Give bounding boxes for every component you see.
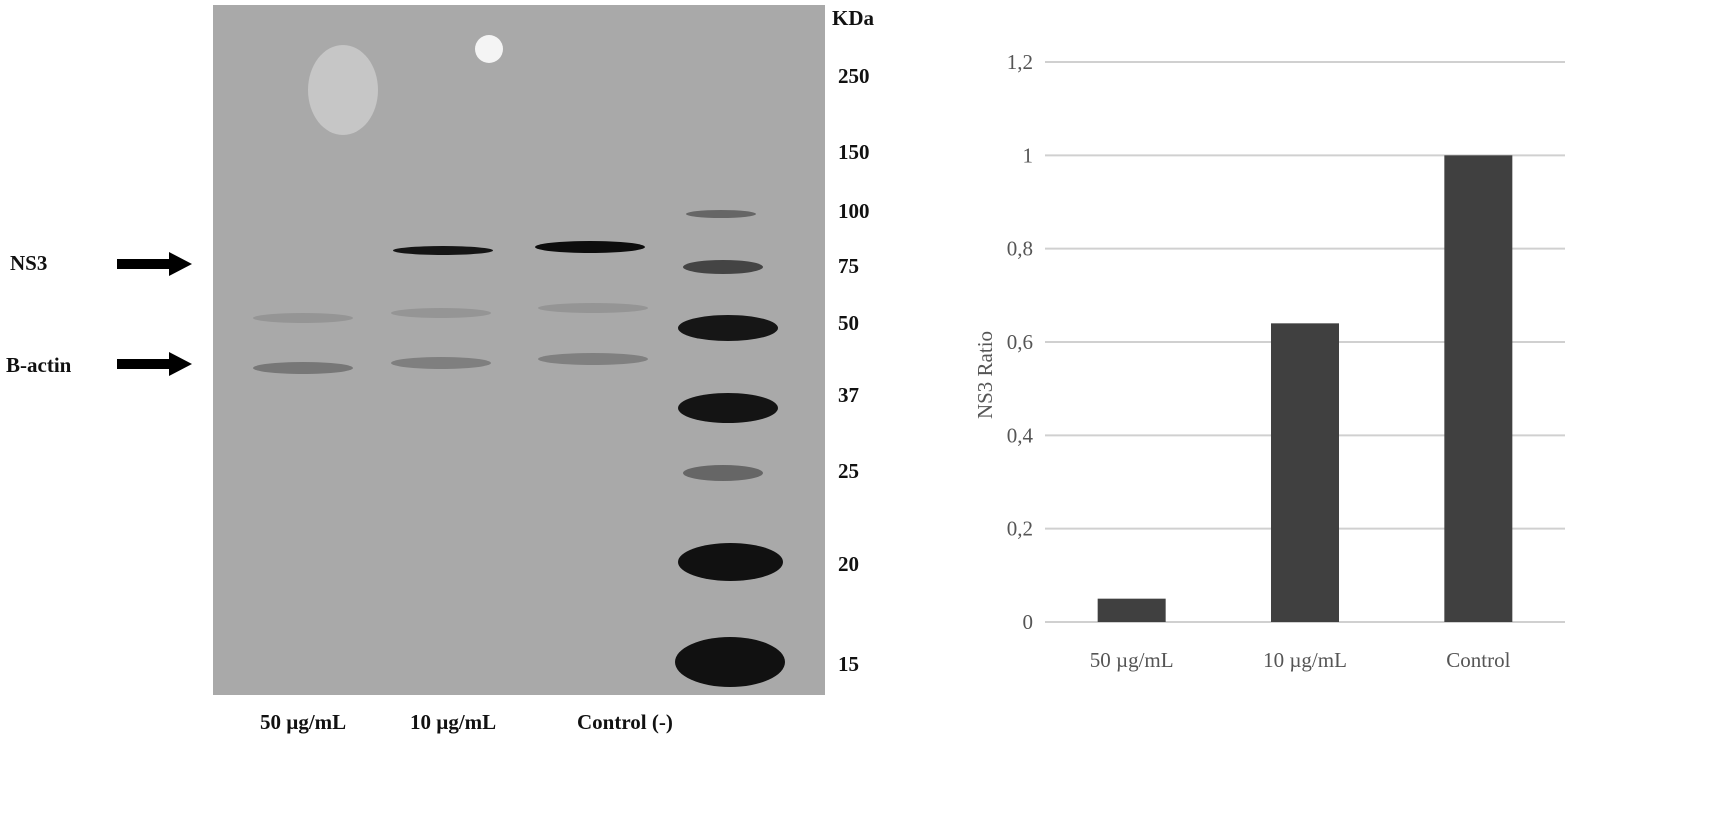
marker-20: 20	[838, 552, 859, 576]
spot	[475, 35, 503, 63]
ns3-label: NS3	[10, 251, 48, 275]
y-tick-label: 0,8	[1007, 237, 1033, 261]
b-actin-label: B-actin	[6, 353, 72, 377]
ladder-band	[678, 543, 783, 581]
ns3-ratio-bar-chart: 0 0,2 0,4 0,6 0,8 1 1,2 50 µg/mL 10 µg/mL Contro…	[973, 50, 1565, 672]
lane-label-50: 50 µg/mL	[260, 710, 347, 734]
smear	[308, 45, 378, 135]
y-tick-label: 0	[1023, 610, 1034, 634]
x-category-label: 50 µg/mL	[1090, 648, 1174, 672]
marker-150: 150	[838, 140, 870, 164]
ns3-band-lane-2	[393, 246, 493, 255]
kda-label: KDa	[832, 6, 874, 30]
ladder-band	[675, 637, 785, 687]
marker-15: 15	[838, 652, 859, 676]
y-tick-label: 1	[1023, 143, 1034, 167]
y-axis-label: NS3 Ratio	[973, 331, 997, 419]
bar	[1271, 323, 1339, 622]
actin-band-lane-3	[538, 353, 648, 365]
marker-100: 100	[838, 199, 870, 223]
x-category-label: Control	[1446, 648, 1510, 672]
arrow-right-icon	[117, 252, 192, 276]
lane-label-control: Control (-)	[577, 710, 673, 734]
faint-band	[391, 308, 491, 318]
actin-band-lane-1	[253, 362, 353, 374]
y-tick-label: 0,2	[1007, 517, 1033, 541]
y-tick-label: 0,4	[1007, 423, 1034, 447]
ladder-band	[686, 210, 756, 218]
actin-band-lane-2	[391, 357, 491, 369]
marker-50: 50	[838, 311, 859, 335]
ladder-band	[683, 465, 763, 481]
y-tick-label: 0,6	[1007, 330, 1033, 354]
marker-250: 250	[838, 64, 870, 88]
lane-label-10: 10 µg/mL	[410, 710, 497, 734]
x-category-label: 10 µg/mL	[1263, 648, 1347, 672]
y-tick-label: 1,2	[1007, 50, 1033, 74]
faint-band	[253, 313, 353, 323]
bar	[1444, 155, 1513, 623]
ladder-band	[683, 260, 763, 274]
arrow-right-icon	[117, 352, 192, 376]
bar	[1097, 598, 1166, 622]
ladder-band	[678, 393, 778, 423]
faint-band	[538, 303, 648, 313]
ladder-band	[678, 315, 778, 341]
marker-25: 25	[838, 459, 859, 483]
marker-75: 75	[838, 254, 859, 278]
marker-37: 37	[838, 383, 859, 407]
ns3-band-lane-3	[535, 241, 645, 253]
western-blot-image	[213, 5, 825, 695]
